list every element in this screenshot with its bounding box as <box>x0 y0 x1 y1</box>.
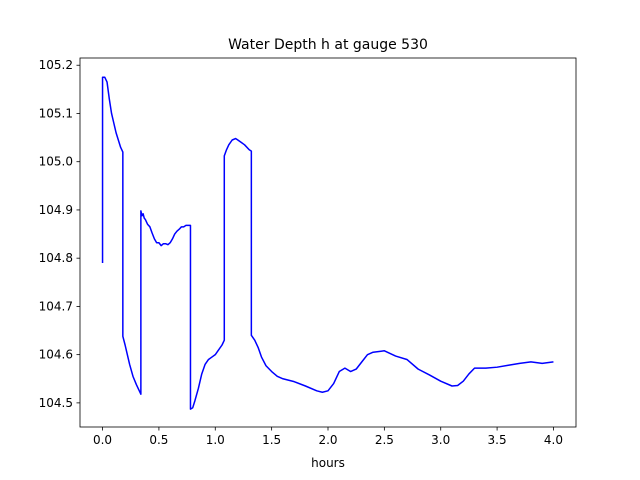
plot-frame <box>79 57 577 428</box>
series-line-0 <box>101 76 554 410</box>
y-tick-label: 104.6 <box>39 348 73 362</box>
x-tick-label: 0.5 <box>149 433 168 447</box>
x-tick-label: 2.5 <box>375 433 394 447</box>
y-tick-label: 105.2 <box>39 58 73 72</box>
y-tick-label: 104.8 <box>39 251 73 265</box>
y-tick-label: 105.1 <box>39 106 73 120</box>
x-tick-label: 4.0 <box>544 433 563 447</box>
chart-title: Water Depth h at gauge 530 <box>228 37 428 53</box>
plot-area: 0.0 0.5 1.0 1.5 2.0 2.5 3.0 3.5 4.0 104.5 104.6 104… <box>39 57 577 447</box>
y-tick-label: 104.7 <box>39 299 73 313</box>
y-tick-label: 105.0 <box>39 155 73 169</box>
x-tick-label: 0.0 <box>93 433 112 447</box>
x-tick-label: 3.0 <box>431 433 450 447</box>
y-tick-label: 104.9 <box>39 203 73 217</box>
x-tick-label: 3.5 <box>488 433 507 447</box>
x-tick-label: 2.0 <box>318 433 337 447</box>
x-tick-label: 1.5 <box>262 433 281 447</box>
x-tick-label: 1.0 <box>206 433 225 447</box>
y-tick-label: 104.5 <box>39 396 73 410</box>
x-axis-label: hours <box>311 456 345 470</box>
